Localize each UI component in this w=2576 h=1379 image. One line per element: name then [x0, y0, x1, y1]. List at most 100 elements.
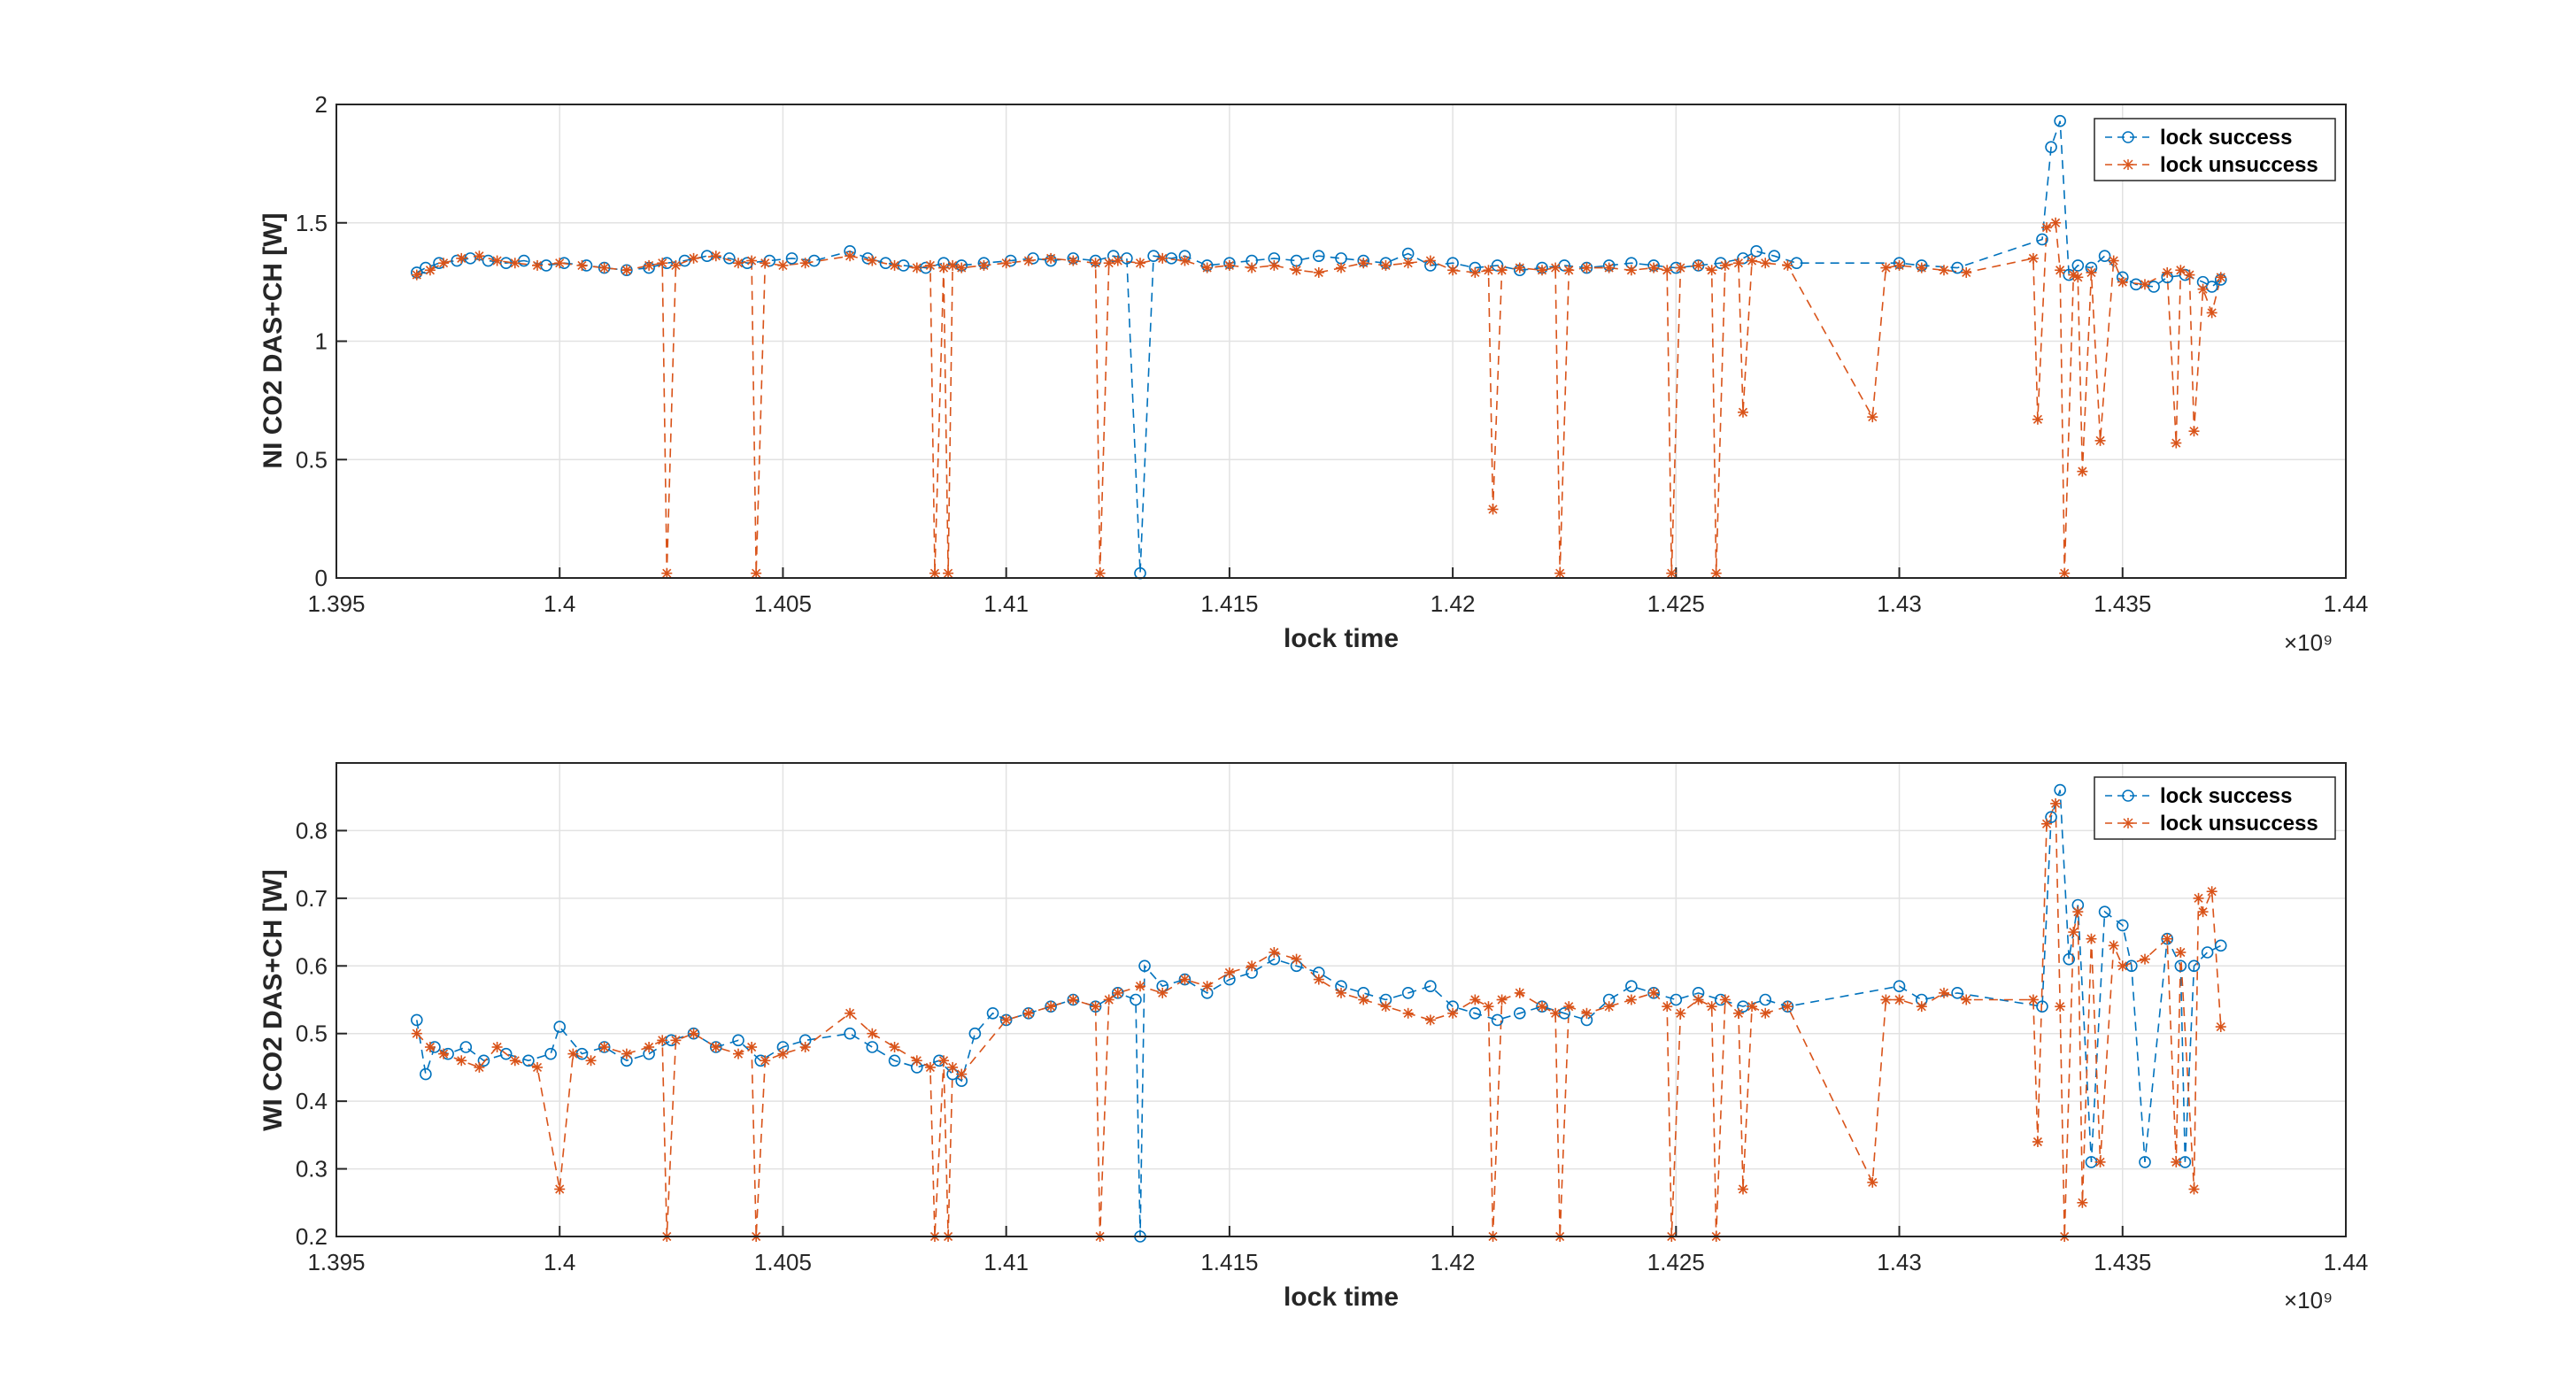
plot-area-background — [336, 763, 2346, 1236]
data-point — [760, 1055, 771, 1067]
data-point — [670, 259, 682, 271]
y-tick-label: 0.2 — [296, 1223, 328, 1250]
data-point — [621, 1048, 632, 1059]
legend-marker-success — [2122, 790, 2134, 802]
y-tick-label: 0.5 — [296, 446, 328, 473]
data-point — [867, 255, 878, 266]
data-point — [1496, 265, 1508, 276]
data-point — [1893, 980, 1906, 993]
data-point — [1004, 254, 1017, 267]
data-point — [1648, 987, 1660, 998]
plot-area-frame — [335, 104, 2347, 579]
data-point — [657, 258, 668, 269]
y-tick-label: 0 — [315, 565, 328, 591]
data-point — [1022, 255, 1034, 266]
data-point — [1514, 987, 1525, 998]
data-point — [474, 250, 485, 262]
data-point — [733, 1048, 744, 1059]
data-point — [1045, 1001, 1057, 1013]
data-point — [938, 1055, 950, 1067]
legend-box — [2094, 776, 2336, 840]
y-axis-label: WI CO2 DAS+CH [W] — [258, 869, 288, 1131]
data-point — [2175, 265, 2187, 276]
data-point — [1759, 993, 1772, 1006]
data-point — [2116, 919, 2129, 932]
data-point — [1867, 1176, 1878, 1188]
data-point — [1103, 258, 1114, 269]
data-point — [477, 1054, 490, 1067]
data-point — [1768, 250, 1781, 263]
data-point — [1401, 987, 1415, 999]
data-point — [2162, 933, 2173, 944]
y-tick-label: 0.8 — [296, 817, 328, 844]
data-point — [1893, 994, 1905, 1005]
data-point — [2032, 413, 2043, 425]
data-point — [1336, 987, 1346, 998]
data-point — [2197, 906, 2209, 918]
data-point — [1130, 993, 1142, 1006]
data-point — [1269, 259, 1280, 271]
y-tick-label: 0.6 — [296, 952, 328, 979]
data-point — [1090, 258, 1101, 269]
data-point — [438, 1048, 450, 1059]
data-point — [1603, 1001, 1615, 1013]
data-point — [2054, 783, 2066, 797]
data-point — [799, 1042, 811, 1052]
data-point — [2214, 939, 2227, 952]
y-tick-labels: 0.2 0.3 0.4 0.5 0.6 0.7 0.8 — [296, 817, 328, 1250]
data-point — [1424, 1014, 1436, 1026]
data-point — [2055, 1001, 2066, 1013]
data-point — [1135, 981, 1145, 992]
data-point — [1732, 1007, 1744, 1019]
data-point — [1961, 266, 1972, 278]
markers-lock-unsuccess — [411, 797, 2226, 1242]
data-point — [1358, 994, 1369, 1005]
data-point — [456, 1055, 467, 1067]
data-point — [2071, 259, 2085, 272]
data-point — [1094, 567, 1106, 579]
data-point — [2188, 1183, 2200, 1195]
data-point — [943, 567, 954, 579]
data-point — [785, 252, 798, 265]
data-point — [1246, 960, 1258, 972]
data-point — [2187, 959, 2201, 973]
data-point — [1469, 994, 1481, 1005]
data-point — [2215, 1021, 2226, 1033]
data-point — [2059, 567, 2071, 579]
data-point — [2098, 905, 2111, 918]
data-point — [1961, 994, 1972, 1005]
data-point — [1112, 255, 1123, 266]
data-point — [1402, 258, 1414, 269]
data-point — [644, 259, 655, 271]
legend-box — [2094, 118, 2336, 181]
data-point — [1760, 1007, 1771, 1019]
data-point — [1880, 994, 1892, 1005]
data-point — [986, 1006, 999, 1020]
plot-area-frame — [335, 762, 2347, 1237]
data-point — [1537, 1001, 1547, 1013]
x-axis-exponent: ×10⁹ — [2284, 629, 2333, 656]
data-point — [1880, 262, 1892, 273]
data-point — [1358, 258, 1369, 269]
data-point — [2140, 279, 2150, 290]
data-point — [866, 1041, 879, 1053]
data-point — [1625, 994, 1637, 1005]
y-tick-label: 1.5 — [296, 210, 328, 236]
data-point — [670, 1035, 682, 1046]
data-point — [585, 1055, 597, 1067]
x-tick-label: 1.43 — [1877, 1249, 1922, 1275]
data-point — [1537, 265, 1547, 276]
y-tick-label: 1 — [315, 328, 328, 355]
data-point — [1313, 974, 1324, 985]
data-point — [2077, 466, 2088, 477]
data-point — [1750, 245, 1762, 258]
data-point — [1090, 1001, 1101, 1013]
data-point — [1469, 266, 1481, 278]
data-point — [1581, 1007, 1593, 1019]
data-point — [968, 1027, 982, 1040]
data-point — [1380, 259, 1392, 271]
data-point — [2140, 953, 2150, 965]
data-point — [598, 1042, 610, 1052]
data-point — [2098, 250, 2111, 263]
data-point — [1693, 994, 1704, 1005]
